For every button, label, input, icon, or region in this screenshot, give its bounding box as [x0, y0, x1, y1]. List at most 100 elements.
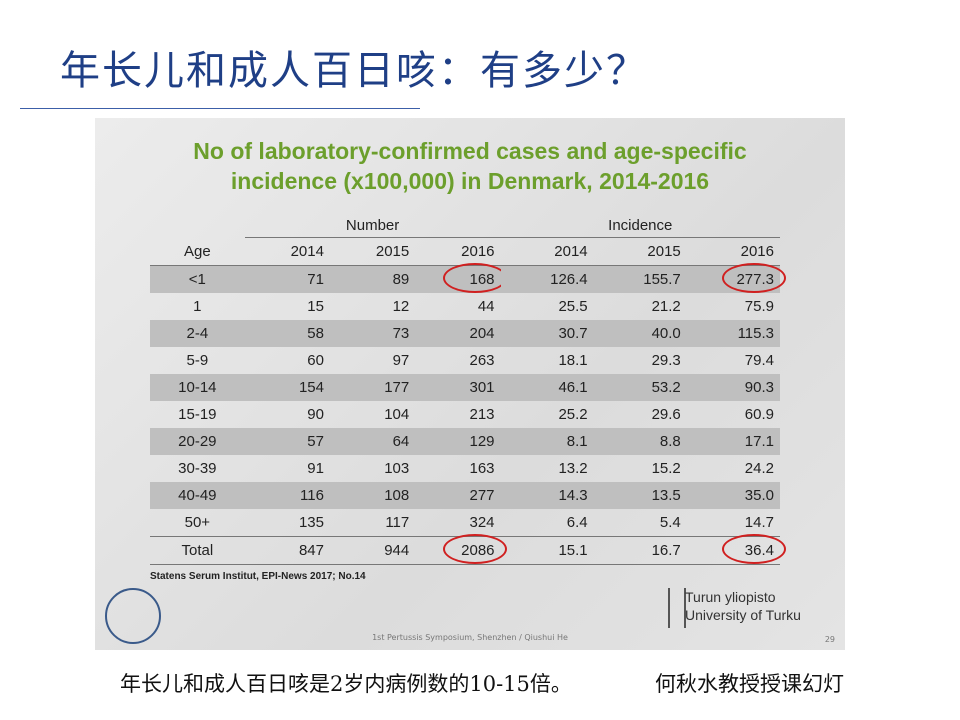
title: 年长儿和成人百日咳：有多少？	[60, 48, 648, 94]
value-cell: 35.0	[686, 482, 780, 509]
value-cell: 97	[392, 352, 410, 369]
value-cell: 58	[244, 320, 330, 347]
age-cell: Total	[150, 536, 245, 565]
table-row: <1 71 89 168 126.4 155.7 277.3	[150, 263, 786, 293]
value-cell: 29.6	[651, 406, 681, 423]
value-cell: 847	[244, 536, 330, 565]
table-row: 15-19 90 104 213 25.2 29.6 60.9	[150, 401, 780, 428]
value-cell: 90.3	[686, 374, 780, 401]
turku-logo: Turun yliopisto University of Turku	[685, 588, 801, 624]
column-header: 2016	[415, 237, 501, 266]
column-header: 2016	[686, 237, 780, 266]
value-cell: 24.2	[744, 460, 774, 477]
value-cell: 57	[244, 428, 330, 455]
value-cell: 44	[477, 298, 495, 315]
value-cell: 263	[469, 352, 495, 369]
value-cell: 104	[384, 406, 410, 423]
value-cell: 324	[469, 514, 495, 531]
highlight-circle	[722, 534, 786, 564]
value-cell: 155.7	[593, 265, 687, 293]
value-cell: 17.1	[686, 428, 780, 455]
value-cell: 15.1	[500, 536, 594, 565]
value-cell: 5.4	[659, 514, 681, 531]
table-row: 20-29 57 64 129 8.1 8.8 17.1	[150, 428, 780, 455]
value-cell: 163	[469, 460, 495, 477]
value-cell: 21.2	[651, 298, 681, 315]
value-cell: 2086	[415, 534, 507, 565]
value-cell: 14.7	[744, 514, 774, 531]
value-cell: 277	[415, 482, 501, 509]
slide-title-line: No of laboratory-confirmed cases and age…	[193, 138, 747, 164]
age-cell: 40-49	[150, 482, 245, 509]
value-cell: 115.3	[686, 320, 780, 347]
value-cell: 40.0	[593, 320, 687, 347]
highlight-circle	[722, 263, 786, 293]
value-cell: 71	[244, 265, 330, 293]
table-row: Total 847 944 2086 15.1 16.7 36.4	[150, 534, 786, 565]
title-rule	[20, 108, 420, 109]
highlight-circle	[442, 534, 507, 564]
value-cell: 129	[415, 428, 501, 455]
value-cell: 126.4	[500, 265, 594, 293]
logo-line: Turun yliopisto	[685, 589, 776, 605]
age-cell: 20-29	[150, 428, 245, 455]
column-header: Age	[150, 237, 245, 266]
age-cell: 5-9	[186, 352, 209, 369]
table-row: 5-9 60 97 263 18.1 29.3 79.4	[150, 347, 780, 374]
value-cell: 108	[329, 482, 416, 509]
value-cell: 116	[244, 482, 330, 509]
header-row: Age 2014 2015 2016 2014 2015 2016	[150, 237, 780, 266]
value-cell: 60	[307, 352, 324, 369]
value-cell: 8.1	[500, 428, 594, 455]
column-header: 2015	[329, 237, 416, 266]
age-cell: 1	[193, 298, 202, 315]
value-cell: 15	[307, 298, 324, 315]
highlight-circle	[442, 263, 507, 293]
value-cell: 12	[392, 298, 410, 315]
column-header: 2015	[593, 237, 687, 266]
value-cell: 15.2	[651, 460, 681, 477]
group-header: Number	[244, 213, 501, 238]
value-cell: 103	[384, 460, 410, 477]
seal-logo	[105, 588, 161, 644]
value-cell: 79.4	[744, 352, 774, 369]
value-cell: 301	[415, 374, 501, 401]
value-cell: 154	[244, 374, 330, 401]
slide-title: No of laboratory-confirmed cases and age…	[95, 136, 845, 196]
value-cell: 135	[298, 514, 324, 531]
value-cell: 277.3	[686, 263, 786, 293]
value-cell: 16.7	[593, 536, 687, 565]
column-header: 2014	[244, 237, 330, 266]
age-cell: <1	[150, 265, 245, 293]
slide-title-line: incidence (x100,000) in Denmark, 2014-20…	[230, 168, 710, 194]
value-cell: 213	[469, 406, 495, 423]
value-cell: 18.1	[558, 352, 588, 369]
value-cell: 177	[329, 374, 416, 401]
caption-credit: 何秋水教授授课幻灯	[655, 672, 844, 696]
value-cell: 46.1	[500, 374, 594, 401]
age-cell: 2-4	[150, 320, 245, 347]
age-cell: 10-14	[150, 374, 245, 401]
value-cell: 53.2	[593, 374, 687, 401]
value-cell: 75.9	[744, 298, 774, 315]
value-cell: 60.9	[744, 406, 774, 423]
value-cell: 25.2	[558, 406, 588, 423]
slide-photo: No of laboratory-confirmed cases and age…	[95, 118, 845, 650]
value-cell: 117	[385, 514, 410, 531]
value-cell: 6.4	[566, 514, 588, 531]
age-cell: 15-19	[178, 406, 217, 423]
value-cell: 14.3	[500, 482, 594, 509]
caption: 年长儿和成人百日咳是2岁内病例数的10-15倍。	[120, 672, 572, 696]
value-cell: 13.5	[593, 482, 687, 509]
value-cell: 91	[307, 460, 324, 477]
logo-line: University of Turku	[685, 607, 801, 623]
group-header: Incidence	[500, 213, 780, 238]
slide-footer: 1st Pertussis Symposium, Shenzhen / Qius…	[372, 633, 568, 642]
table-row: 30-39 91 103 163 13.2 15.2 24.2	[150, 455, 780, 482]
value-cell: 25.5	[558, 298, 588, 315]
value-cell: 168	[415, 263, 507, 293]
value-cell: 36.4	[686, 534, 786, 565]
table-row: 1 15 12 44 25.5 21.2 75.9	[150, 293, 780, 320]
value-cell: 8.8	[593, 428, 687, 455]
